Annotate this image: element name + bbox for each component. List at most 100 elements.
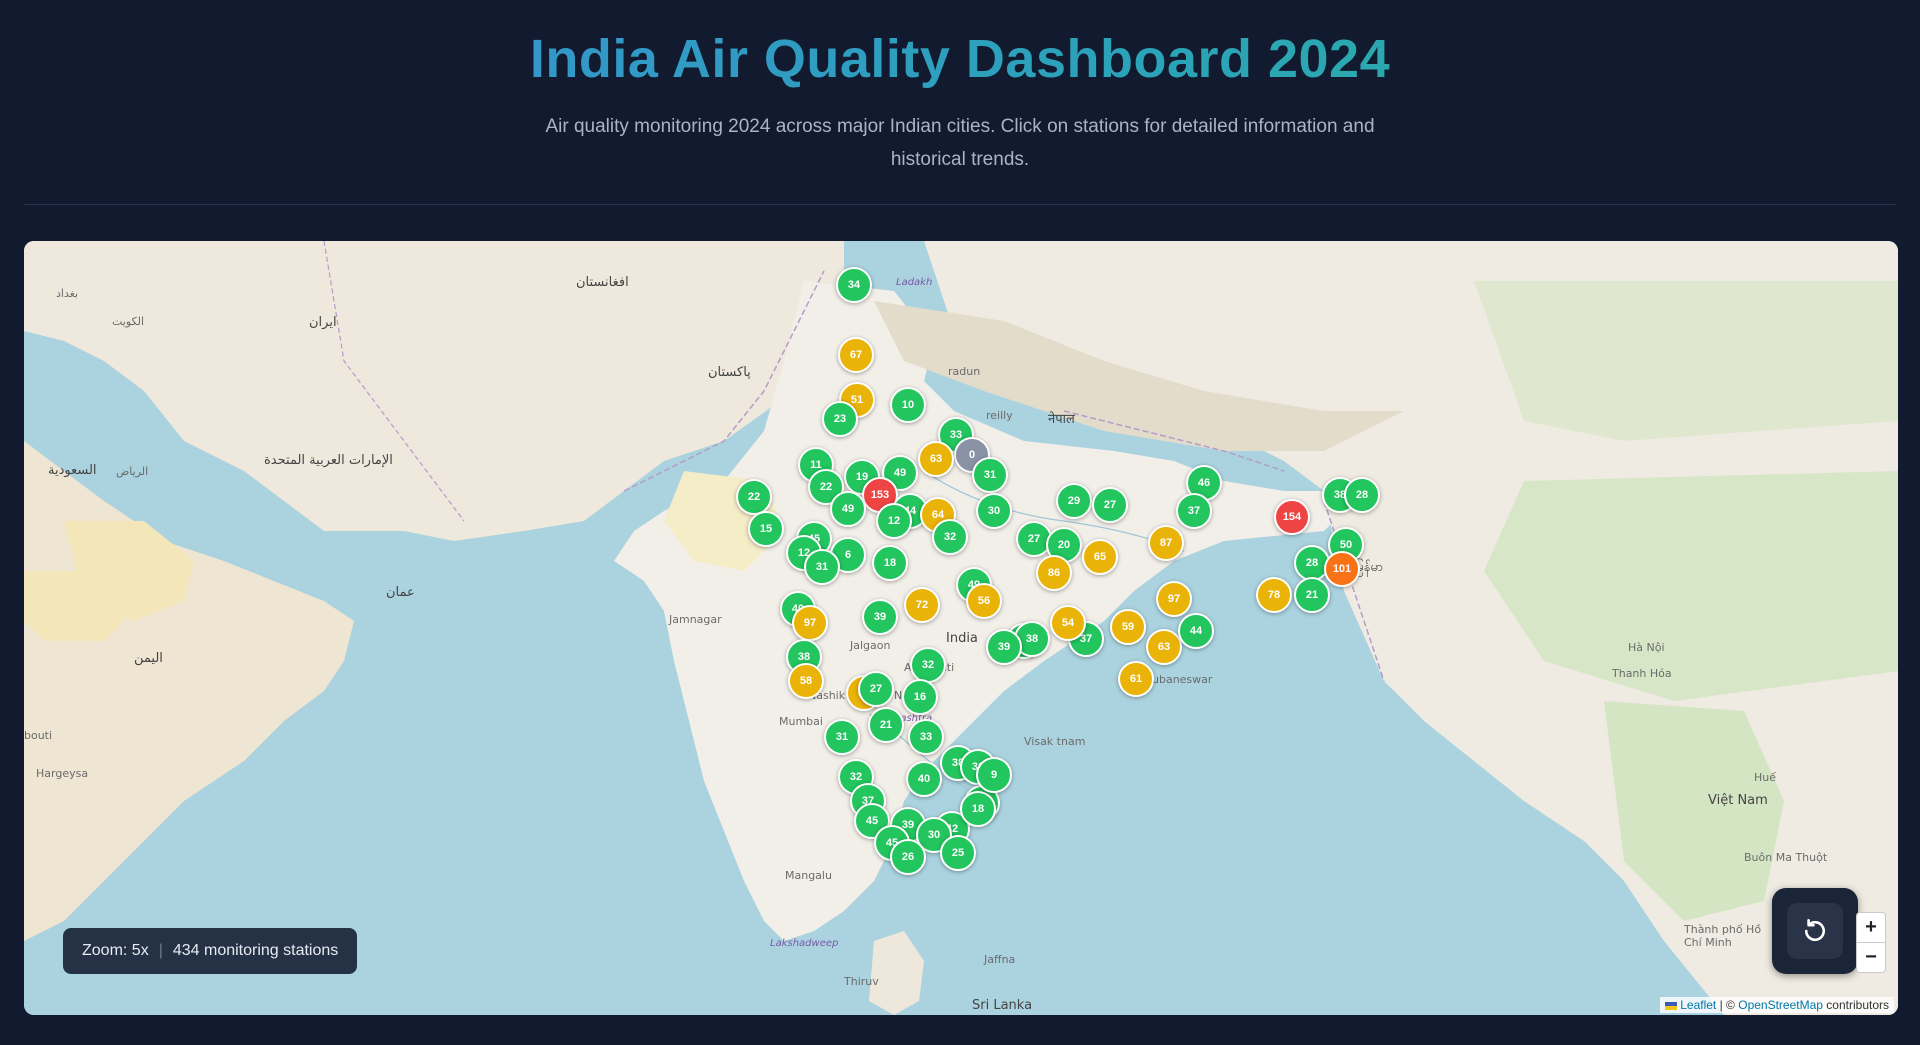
zoom-info-box: Zoom: 5x | 434 monitoring stations <box>63 928 358 974</box>
map-label-india: India <box>946 631 978 646</box>
station-marker[interactable]: 86 <box>1036 555 1072 591</box>
zoom-info-separator: | <box>158 942 163 959</box>
station-marker[interactable]: 56 <box>966 583 1002 619</box>
map-label-yemen: اليمن <box>134 651 163 666</box>
station-marker[interactable]: 30 <box>976 493 1012 529</box>
station-marker[interactable]: 39 <box>986 629 1022 665</box>
map-label-thiruv: Thiruv <box>844 975 879 988</box>
station-marker[interactable]: 49 <box>830 491 866 527</box>
station-marker[interactable]: 154 <box>1274 499 1310 535</box>
station-marker[interactable]: 63 <box>918 441 954 477</box>
station-marker[interactable]: 31 <box>804 549 840 585</box>
station-marker[interactable]: 65 <box>1082 539 1118 575</box>
map-label-saudi: السعودية <box>48 463 97 478</box>
station-marker[interactable]: 34 <box>836 267 872 303</box>
map-attribution: Leaflet | © OpenStreetMap contributors <box>1660 997 1894 1013</box>
station-marker[interactable]: 61 <box>1118 661 1154 697</box>
map-label-myanmar: မြန်မာ <box>1354 560 1384 575</box>
map-label-iran: ایران <box>309 315 337 330</box>
header-divider <box>24 204 1896 205</box>
leaflet-link[interactable]: Leaflet <box>1680 998 1717 1012</box>
station-marker[interactable]: 59 <box>1110 609 1146 645</box>
reset-view-icon <box>1804 918 1825 942</box>
station-marker[interactable]: 31 <box>972 457 1008 493</box>
map-label-ladakh: Ladakh <box>896 277 933 288</box>
station-marker[interactable]: 44 <box>1178 613 1214 649</box>
station-marker[interactable]: 27 <box>858 671 894 707</box>
reset-view-button[interactable] <box>1787 903 1843 959</box>
map-label-baghdad: بغداد <box>56 287 79 300</box>
map-label-hargeisa: Hargeysa <box>36 767 89 780</box>
map-label-thanh-hoa: Thanh Hóa <box>1612 667 1672 680</box>
map-label-mumbai: Mumbai <box>779 715 823 728</box>
station-marker[interactable]: 23 <box>822 401 858 437</box>
station-marker[interactable]: 97 <box>792 605 828 641</box>
map-label-oman: عمان <box>386 585 415 600</box>
station-marker[interactable]: 9 <box>976 757 1012 793</box>
station-marker[interactable]: 12 <box>876 503 912 539</box>
station-marker[interactable]: 18 <box>960 791 996 827</box>
map-label-mangaluru: Mangalu <box>785 869 832 882</box>
station-marker[interactable]: 39 <box>862 599 898 635</box>
station-marker[interactable]: 63 <box>1146 629 1182 665</box>
station-marker[interactable]: 40 <box>906 761 942 797</box>
map-label-afghanistan: افغانستان <box>576 275 629 290</box>
map-label-viet-nam: Việt Nam <box>1708 793 1768 808</box>
map-label-jamnagar: Jamnagar <box>669 613 722 626</box>
station-marker[interactable]: 72 <box>904 587 940 623</box>
map-label-visakhapatnam: Visak tnam <box>1024 735 1086 748</box>
map-label-nepal: नेपाल <box>1048 412 1075 427</box>
station-marker[interactable]: 32 <box>910 647 946 683</box>
zoom-in-button[interactable]: + <box>1865 916 1877 938</box>
map-label-sri-lanka: Sri Lanka <box>972 998 1033 1013</box>
zoom-level-label: Zoom: 5x <box>82 942 149 959</box>
station-marker[interactable]: 78 <box>1256 577 1292 613</box>
station-marker[interactable]: 87 <box>1148 525 1184 561</box>
station-marker[interactable]: 46 <box>1186 465 1222 501</box>
station-marker[interactable]: 49 <box>882 455 918 491</box>
page-title: India Air Quality Dashboard 2024 <box>0 28 1920 90</box>
map-label-riyadh: الرياض <box>116 465 149 478</box>
station-marker[interactable]: 97 <box>1156 581 1192 617</box>
station-marker[interactable]: 21 <box>868 707 904 743</box>
station-marker[interactable]: 15 <box>748 511 784 547</box>
map-label-thanh-pho: Thành phố Hồ Chí Minh <box>1684 923 1762 949</box>
station-marker[interactable]: 26 <box>890 839 926 875</box>
station-marker[interactable]: 18 <box>872 545 908 581</box>
station-marker[interactable]: 29 <box>1056 483 1092 519</box>
station-marker[interactable]: 58 <box>788 663 824 699</box>
map-label-jaffna: Jaffna <box>984 953 1016 966</box>
station-count-label: 434 monitoring stations <box>172 942 339 959</box>
openstreetmap-link[interactable]: OpenStreetMap <box>1738 998 1823 1012</box>
map-label-pakistan: پاکستان <box>708 365 751 380</box>
map-label-emirates: الإمارات العربية المتحدة <box>264 453 393 468</box>
station-marker[interactable]: 10 <box>890 387 926 423</box>
station-marker[interactable]: 22 <box>736 479 772 515</box>
station-marker[interactable]: 33 <box>908 719 944 755</box>
station-marker[interactable]: 54 <box>1050 605 1086 641</box>
page-subtitle: Air quality monitoring 2024 across major… <box>545 116 1375 170</box>
air-quality-map[interactable]: India Jamnagar Jalgaon Amravati Nashik N… <box>24 241 1898 1015</box>
station-marker[interactable]: 0 <box>954 437 990 473</box>
station-marker[interactable]: 101 <box>1324 551 1360 587</box>
zoom-out-button[interactable]: − <box>1857 942 1885 972</box>
map-label-ha-noi: Hà Nội <box>1628 641 1665 654</box>
map-label-djibouti: bouti <box>24 729 53 742</box>
map-label-dehradun: radun <box>948 365 981 378</box>
station-marker[interactable]: 28 <box>1344 477 1380 513</box>
station-marker[interactable]: 25 <box>940 835 976 871</box>
station-marker[interactable]: 27 <box>1092 487 1128 523</box>
station-marker[interactable]: 21 <box>1294 577 1330 613</box>
station-marker[interactable]: 37 <box>1068 621 1104 657</box>
map-label-lakshadweep: Lakshadweep <box>770 938 839 949</box>
station-marker[interactable]: 31 <box>824 719 860 755</box>
station-marker[interactable]: 67 <box>838 337 874 373</box>
station-marker[interactable]: 45 <box>854 803 890 839</box>
map-label-jalgaon: Jalgaon <box>850 639 891 652</box>
attribution-suffix: contributors <box>1826 998 1889 1012</box>
station-marker[interactable]: 32 <box>932 519 968 555</box>
attribution-separator: | © <box>1719 998 1735 1012</box>
map-label-bareilly: reilly <box>986 409 1013 422</box>
station-marker[interactable]: 37 <box>1176 493 1212 529</box>
station-marker[interactable]: 16 <box>902 679 938 715</box>
